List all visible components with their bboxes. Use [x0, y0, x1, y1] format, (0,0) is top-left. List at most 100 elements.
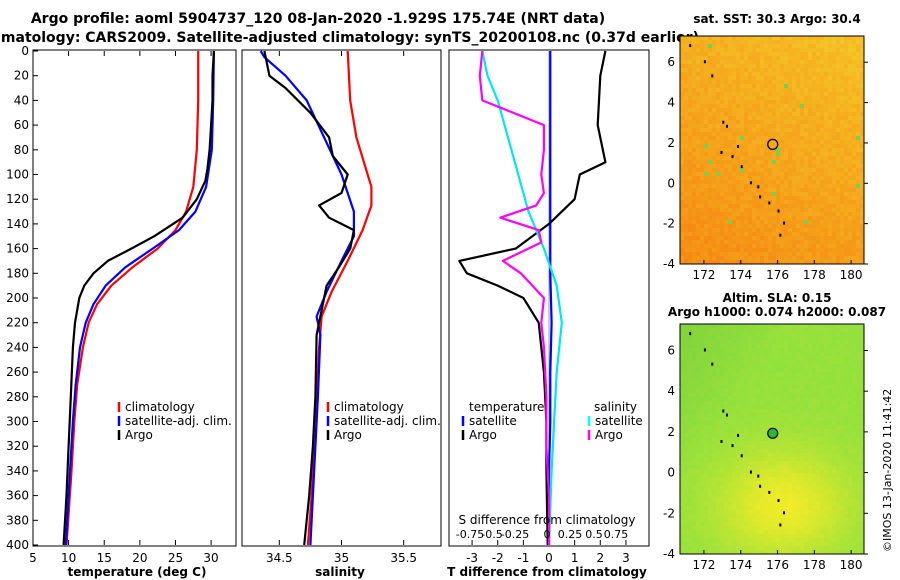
- heatmap-cell: [760, 244, 765, 249]
- heatmap-cell: [752, 112, 757, 117]
- heatmap-cell: [752, 96, 757, 101]
- heatmap-cell: [696, 164, 701, 169]
- heatmap-cell: [848, 248, 853, 253]
- heatmap-cell: [852, 424, 857, 430]
- heatmap-cell: [748, 360, 753, 365]
- heatmap-cell: [736, 40, 741, 45]
- heatmap-cell: [768, 148, 773, 153]
- heatmap-cell: [840, 156, 845, 161]
- sst-argo-position-marker: [767, 138, 779, 151]
- heatmap-cell: [844, 176, 849, 181]
- heatmap-cell: [832, 497, 837, 502]
- heatmap-cell: [716, 116, 721, 121]
- heatmap-cell: [728, 324, 733, 329]
- heatmap-cell: [860, 152, 865, 157]
- heatmap-cell: [856, 124, 861, 129]
- heatmap-cell: [692, 192, 697, 197]
- heatmap-cell: [824, 473, 829, 478]
- heatmap-cell: [820, 232, 825, 237]
- heatmap-cell: [692, 108, 697, 113]
- heatmap-cell: [784, 372, 789, 377]
- heatmap-cell: [700, 160, 705, 165]
- heatmap-cell: [848, 477, 853, 482]
- heatmap-cell: [824, 424, 829, 430]
- heatmap-cell: [852, 457, 857, 462]
- heatmap-cell: [852, 384, 857, 389]
- heatmap-cell: [772, 352, 777, 357]
- heatmap-cell: [860, 376, 865, 381]
- heatmap-cell: [748, 72, 753, 77]
- heatmap-cell: [812, 368, 817, 373]
- heatmap-cell: [772, 396, 777, 402]
- heatmap-cell: [744, 188, 749, 193]
- heatmap-cell: [832, 328, 837, 333]
- heatmap-cell: [844, 388, 849, 393]
- heatmap-cell: [780, 184, 785, 189]
- heatmap-cell: [700, 96, 705, 101]
- heatmap-cell: [776, 228, 781, 233]
- heatmap-cell: [704, 52, 709, 57]
- heatmap-cell: [704, 168, 709, 173]
- heatmap-cell: [684, 416, 689, 422]
- heatmap-cell: [684, 340, 689, 345]
- heatmap-cell: [820, 432, 825, 438]
- heatmap-cell: [844, 84, 849, 89]
- heatmap-cell: [764, 216, 769, 221]
- heatmap-cell: [696, 116, 701, 121]
- heatmap-cell: [692, 40, 697, 45]
- heatmap-cell: [836, 128, 841, 133]
- heatmap-cell: [760, 156, 765, 161]
- map-y-tick-label: -4: [663, 257, 675, 271]
- heatmap-cell: [792, 124, 797, 129]
- heatmap-cell: [812, 420, 817, 426]
- heatmap-cell: [716, 108, 721, 113]
- heatmap-cell: [840, 481, 845, 486]
- heatmap-cell: [816, 216, 821, 221]
- heatmap-cell: [808, 404, 813, 410]
- heatmap-cell: [732, 473, 737, 478]
- heatmap-cell: [760, 48, 765, 53]
- heatmap-cell: [796, 212, 801, 217]
- heatmap-cell: [736, 348, 741, 353]
- heatmap-cell: [816, 116, 821, 121]
- heatmap-cell: [792, 36, 797, 41]
- heatmap-cell: [760, 481, 765, 486]
- heatmap-cell: [680, 196, 685, 201]
- heatmap-cell: [772, 184, 777, 189]
- heatmap-cell: [752, 248, 757, 253]
- heatmap-cell: [844, 224, 849, 229]
- heatmap-cell: [776, 96, 781, 101]
- heatmap-cell: [836, 445, 841, 450]
- heatmap-cell: [692, 224, 697, 229]
- heatmap-cell: [808, 485, 813, 490]
- heatmap-cell: [724, 457, 729, 462]
- heatmap-cell: [716, 68, 721, 73]
- heatmap-cell: [800, 372, 805, 377]
- heatmap-cell: [804, 368, 809, 373]
- heatmap-cell: [844, 64, 849, 69]
- heatmap-cell: [764, 88, 769, 93]
- heatmap-cell: [736, 364, 741, 369]
- heatmap-cell: [740, 84, 745, 89]
- heatmap-cell: [780, 108, 785, 113]
- heatmap-cell: [680, 489, 685, 494]
- heatmap-cell: [856, 240, 861, 245]
- heatmap-cell: [692, 428, 697, 434]
- heatmap-cell: [740, 232, 745, 237]
- heatmap-cell: [820, 220, 825, 225]
- heatmap-cell: [708, 408, 713, 414]
- heatmap-cell: [776, 453, 781, 458]
- heatmap-cell: [740, 364, 745, 369]
- heatmap-cell: [804, 364, 809, 369]
- heatmap-cell: [752, 144, 757, 149]
- heatmap-cell: [712, 200, 717, 205]
- heatmap-cell: [696, 144, 701, 149]
- heatmap-cell: [784, 424, 789, 430]
- heatmap-cell: [848, 64, 853, 69]
- heatmap-cell: [720, 68, 725, 73]
- heatmap-cell: [728, 84, 733, 89]
- heatmap-cell: [824, 380, 829, 385]
- heatmap-cell: [752, 396, 757, 402]
- heatmap-cell: [792, 348, 797, 353]
- heatmap-cell: [776, 348, 781, 353]
